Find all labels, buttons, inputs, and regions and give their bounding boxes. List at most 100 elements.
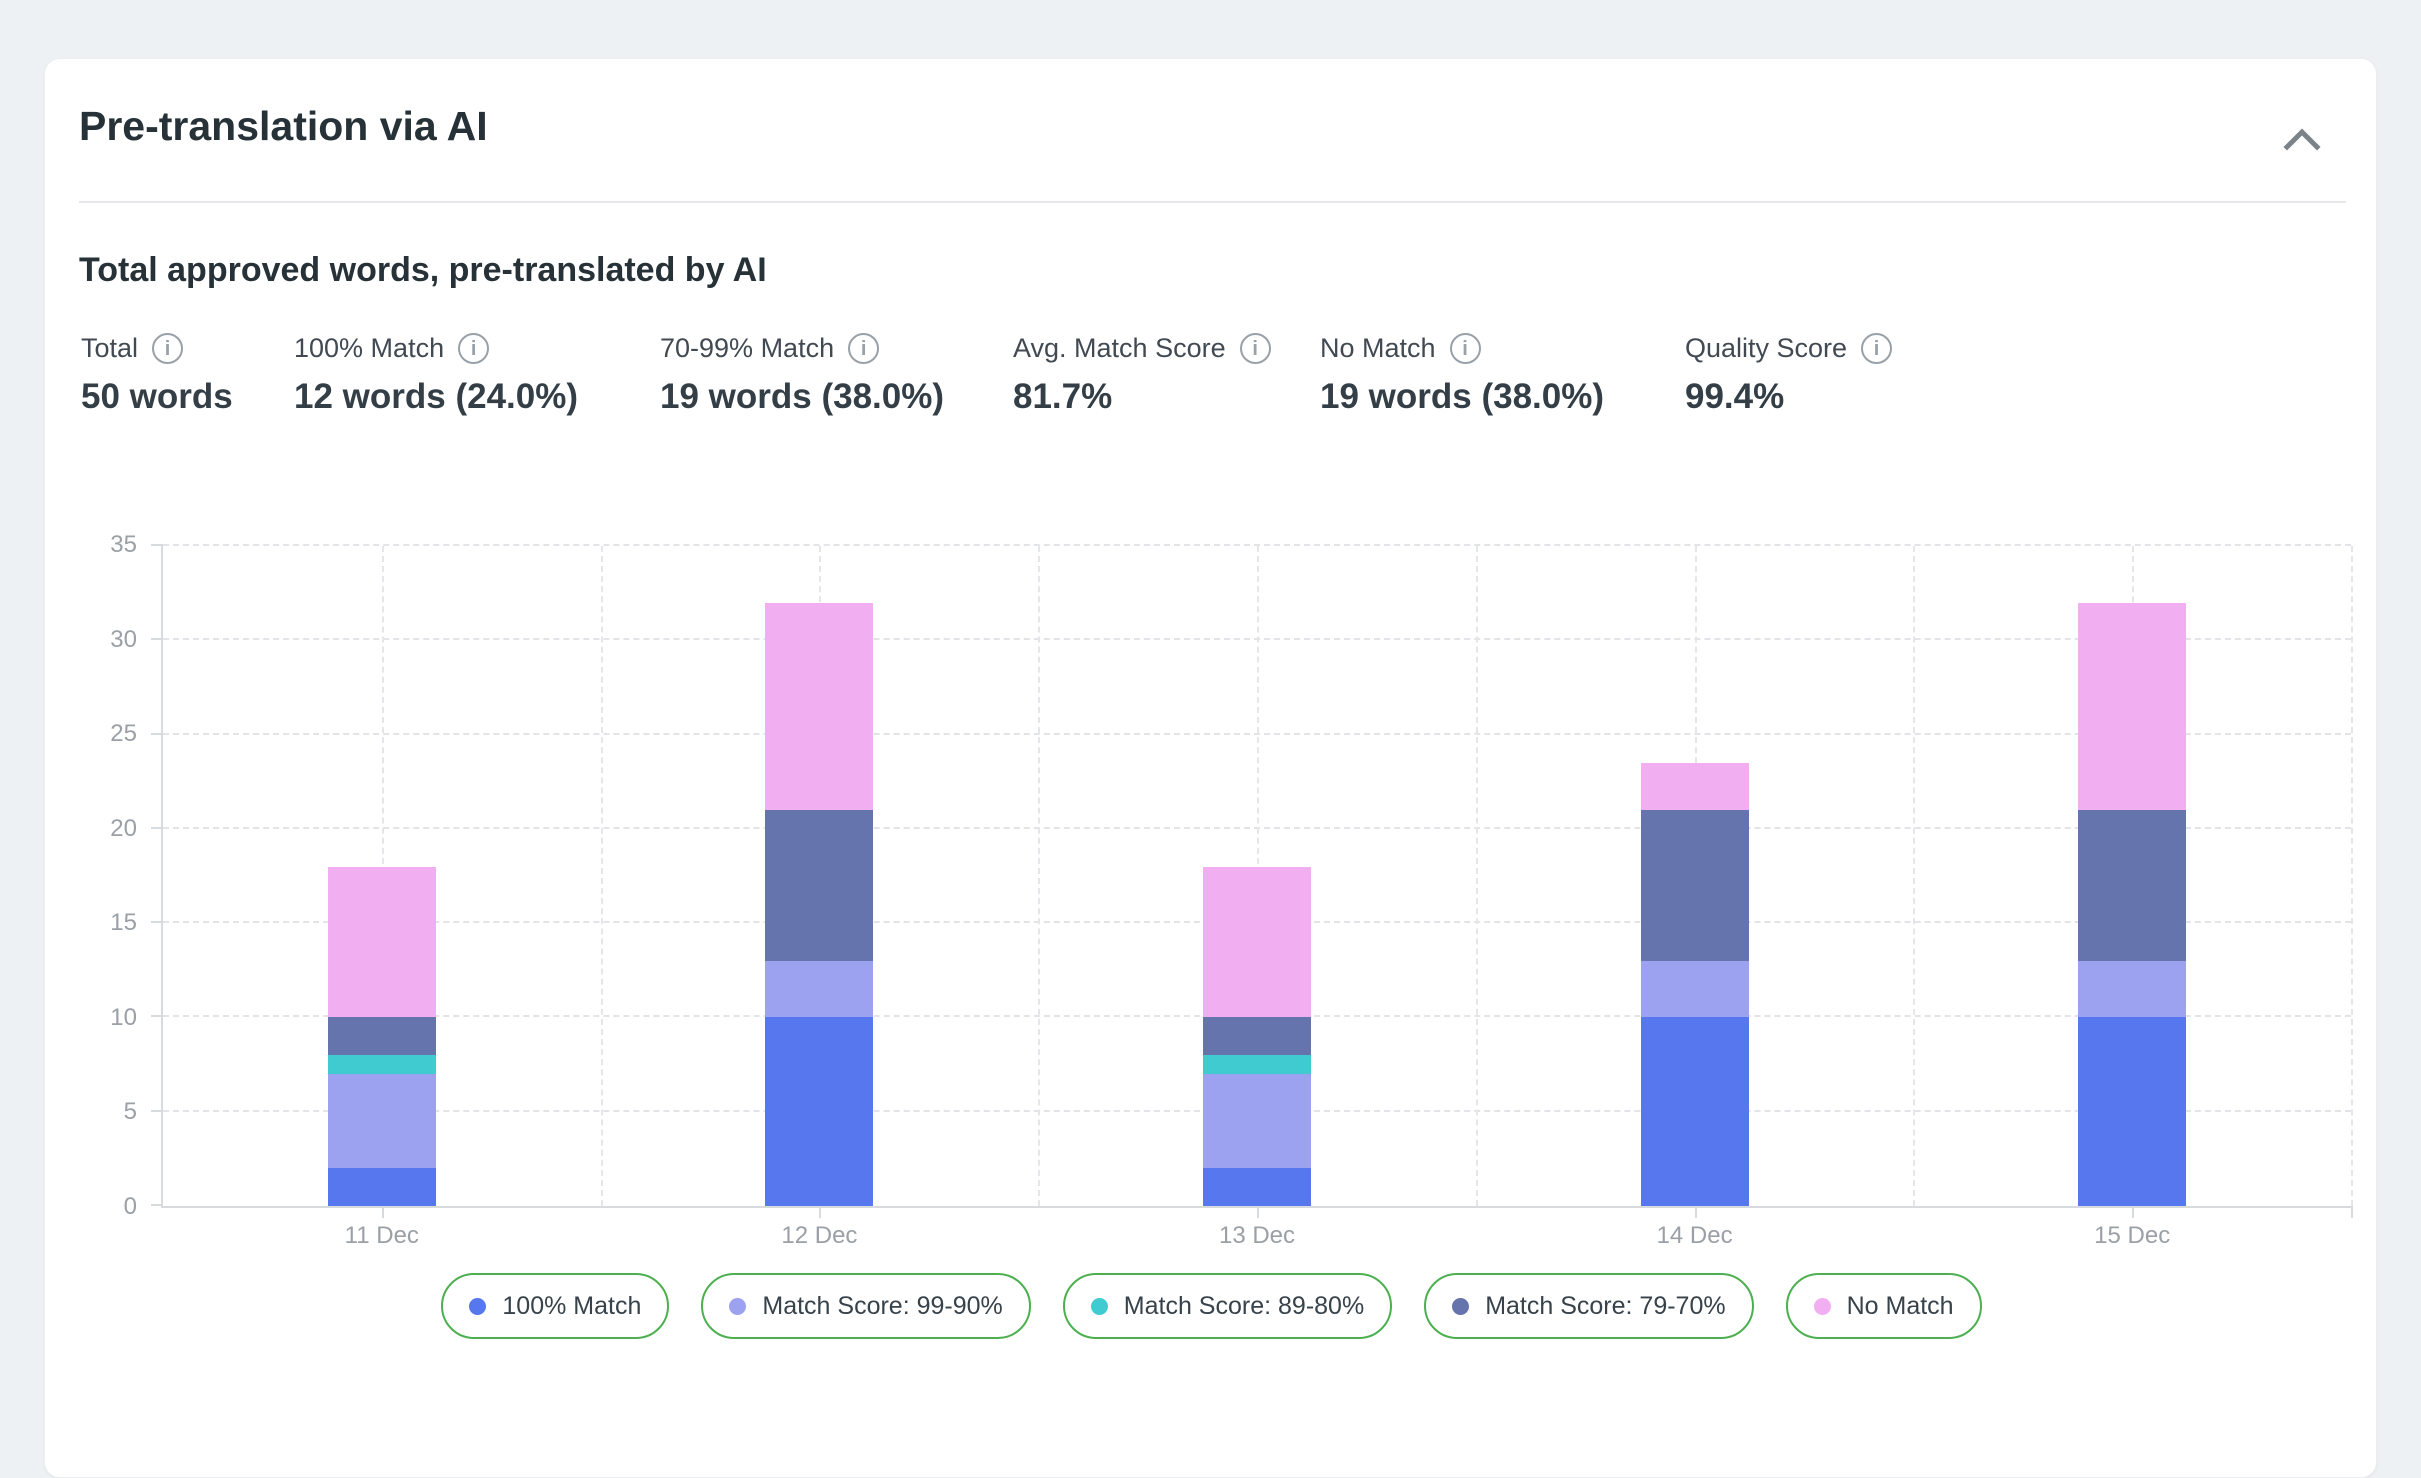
legend-item-match-99-90[interactable]: Match Score: 99-90% <box>701 1273 1031 1339</box>
legend-item-match-89-80[interactable]: Match Score: 89-80% <box>1062 1273 1393 1339</box>
info-icon[interactable] <box>458 333 490 364</box>
x-axis-label: 15 Dec <box>2094 1222 2171 1249</box>
stat-label: 70-99% Match <box>660 333 835 363</box>
bar-segment[interactable] <box>1203 1168 1311 1206</box>
bar-segment[interactable] <box>327 866 436 1018</box>
stat-avg-match-score: Avg. Match Score 81.7% <box>1013 333 1271 417</box>
gridline-x <box>600 546 603 1206</box>
info-icon[interactable] <box>1239 333 1271 364</box>
bar-segment[interactable] <box>1203 866 1311 1018</box>
y-tick <box>151 544 163 546</box>
x-tick <box>1257 1206 1259 1218</box>
y-axis-label: 5 <box>123 1098 137 1126</box>
y-tick <box>151 638 163 641</box>
y-axis-label: 35 <box>110 531 137 558</box>
x-tick <box>381 1206 384 1218</box>
stat-label: 100% Match <box>294 333 445 363</box>
legend-item-100-match[interactable]: 100% Match <box>441 1273 670 1339</box>
x-axis-label: 11 Dec <box>344 1222 419 1249</box>
info-icon[interactable] <box>1449 333 1481 364</box>
bar-segment[interactable] <box>1203 1017 1311 1056</box>
bar-segment[interactable] <box>1203 1055 1311 1075</box>
bar-segment[interactable] <box>1640 810 1749 961</box>
bar-segment[interactable] <box>2078 602 2187 811</box>
y-axis-label: 30 <box>110 625 137 653</box>
gridline-x <box>1475 546 1478 1206</box>
bar-11-dec[interactable] <box>327 546 436 1206</box>
stat-100-match: 100% Match 12 words (24.0%) <box>294 333 578 417</box>
x-tick <box>819 1206 822 1218</box>
x-axis-label: 12 Dec <box>781 1222 858 1249</box>
section-title: Total approved words, pre-translated by … <box>79 251 767 289</box>
info-icon[interactable] <box>152 333 184 364</box>
legend-label: 100% Match <box>502 1291 642 1320</box>
bar-segment[interactable] <box>765 810 874 961</box>
bar-segment[interactable] <box>2078 810 2187 961</box>
legend-item-no-match[interactable]: No Match <box>1785 1273 1982 1339</box>
bar-segment[interactable] <box>327 1168 436 1206</box>
bar-segment[interactable] <box>327 1017 436 1056</box>
stat-total: Total 50 words <box>81 333 233 417</box>
info-icon[interactable] <box>1861 333 1893 364</box>
stat-70-99-match: 70-99% Match 19 words (38.0%) <box>660 333 944 417</box>
bar-segment[interactable] <box>1640 1017 1749 1206</box>
legend-label: Match Score: 89-80% <box>1123 1291 1365 1320</box>
legend-dot <box>1090 1297 1108 1315</box>
stat-value: 99.4% <box>1685 377 1785 416</box>
bar-15-dec[interactable] <box>2078 546 2187 1206</box>
y-tick <box>151 1015 163 1018</box>
stat-value: 19 words (38.0%) <box>1320 377 1604 416</box>
bar-segment[interactable] <box>765 602 874 811</box>
stat-no-match: No Match 19 words (38.0%) <box>1320 333 1604 417</box>
y-tick <box>151 921 163 924</box>
page-title: Pre-translation via AI <box>79 103 488 149</box>
stat-label: Quality Score <box>1685 333 1848 363</box>
chart-legend: 100% Match Match Score: 99-90% Match Sco… <box>45 1273 2378 1339</box>
y-axis-label: 10 <box>110 1003 137 1031</box>
bar-segment[interactable] <box>1640 960 1749 1018</box>
info-icon[interactable] <box>848 333 880 364</box>
gridline-x <box>1038 546 1041 1206</box>
y-tick <box>151 1109 163 1112</box>
y-tick <box>151 826 163 829</box>
y-axis-label: 25 <box>110 720 137 748</box>
bar-14-dec[interactable] <box>1640 546 1749 1206</box>
bar-segment[interactable] <box>765 960 874 1018</box>
bar-12-dec[interactable] <box>765 546 874 1206</box>
x-axis-label: 13 Dec <box>1218 1222 1296 1249</box>
bar-segment[interactable] <box>1203 1074 1311 1169</box>
plot-area: 11 Dec 12 Dec 13 Dec 14 Dec 15 Dec <box>151 544 2353 1249</box>
x-axis-label: 14 Dec <box>1656 1222 1733 1249</box>
x-axis-end-tick <box>2351 1206 2353 1218</box>
legend-label: Match Score: 79-70% <box>1485 1291 1726 1320</box>
y-tick <box>151 1204 163 1206</box>
collapse-button[interactable] <box>2280 121 2324 157</box>
gridline-x <box>2351 546 2353 1206</box>
stat-value: 12 words (24.0%) <box>294 377 578 416</box>
stat-label: Avg. Match Score <box>1013 333 1226 363</box>
legend-dot <box>1813 1297 1831 1315</box>
y-tick <box>151 732 163 735</box>
y-axis-label: 0 <box>123 1193 137 1220</box>
bar-segment[interactable] <box>327 1074 436 1169</box>
gridline-x <box>1913 546 1916 1206</box>
bar-segment[interactable] <box>2078 1017 2187 1206</box>
pre-translation-card: Pre-translation via AI Total approved wo… <box>44 58 2377 1478</box>
bar-segment[interactable] <box>327 1055 436 1075</box>
x-tick <box>2132 1206 2135 1218</box>
y-axis-label: 15 <box>110 909 137 937</box>
stacked-bar-chart: 0 5 10 15 20 25 30 35 11 Dec 12 Dec 13 Dec 14 Dec 1… <box>110 531 2353 1249</box>
legend-label: Match Score: 99-90% <box>762 1291 1003 1320</box>
bar-segment[interactable] <box>765 1017 874 1206</box>
stat-quality-score: Quality Score 99.4% <box>1685 333 1893 417</box>
divider <box>79 201 2346 203</box>
bar-segment[interactable] <box>2078 960 2187 1018</box>
bar-segment[interactable] <box>1640 762 1749 811</box>
x-tick <box>1694 1206 1697 1218</box>
stat-value: 19 words (38.0%) <box>660 377 944 416</box>
legend-dot <box>469 1297 487 1315</box>
stat-value: 81.7% <box>1013 377 1113 416</box>
legend-item-match-79-70[interactable]: Match Score: 79-70% <box>1424 1273 1754 1339</box>
stat-value: 50 words <box>81 377 233 416</box>
bar-13-dec[interactable] <box>1203 546 1311 1206</box>
